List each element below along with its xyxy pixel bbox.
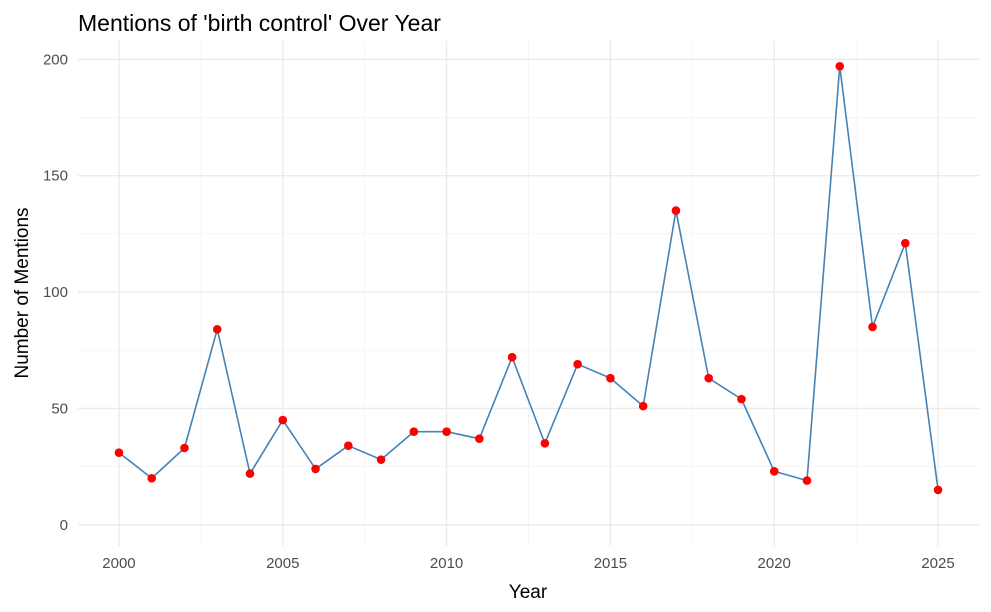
x-tick-label: 2005 [266,555,299,572]
data-point [900,238,910,248]
data-point [311,464,320,474]
x-tick-label: 2015 [594,555,627,572]
data-point [376,455,386,464]
y-tick-label: 50 [51,400,68,417]
data-point [507,352,517,362]
y-axis-title: Number of Mentions [12,207,33,378]
x-tick-label: 2010 [430,555,463,572]
data-point [704,373,713,383]
data-point [671,206,681,215]
data-point [802,476,812,485]
data-point [475,434,484,443]
data-point [442,427,451,437]
data-point [868,322,877,332]
chart-title: Mentions of 'birth control' Over Year [78,10,441,36]
y-tick-label: 150 [43,168,68,185]
data-point [344,441,353,450]
x-axis-title: Year [509,582,548,603]
data-point [180,443,189,453]
series [114,61,943,495]
data-point [835,61,845,71]
data-point [933,485,943,495]
data-point [638,401,648,411]
y-tick-label: 0 [60,517,68,534]
y-tick-label: 200 [43,51,68,68]
x-tick-label: 2020 [758,555,791,572]
data-point [606,373,615,383]
x-tick-label: 2000 [102,555,135,572]
data-point [114,448,124,457]
x-tick-label: 2025 [921,555,954,572]
grid [78,41,979,546]
data-point [212,324,222,334]
data-point [278,415,288,425]
data-point [737,394,746,404]
data-point [769,466,779,476]
data-point [245,469,255,478]
data-point [540,439,550,448]
data-point [409,427,419,437]
y-tick-label: 100 [43,284,68,301]
data-point [147,473,157,483]
series-line [118,65,939,491]
y-axis: 0 50 100 150 200 [43,51,68,534]
data-point [573,359,582,369]
x-axis: 2000 2005 2010 2015 2020 2025 [102,555,954,572]
